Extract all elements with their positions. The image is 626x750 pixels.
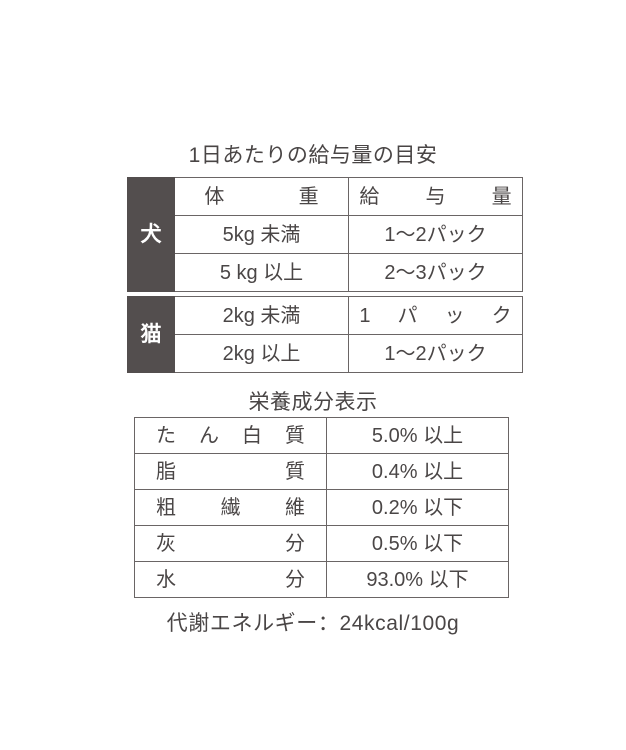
animal-header-dog: 犬 xyxy=(127,177,175,292)
nutrient-label-crude-fiber: 粗繊維 xyxy=(134,489,327,526)
table-row: 水分 93.0% 以下 xyxy=(134,561,509,598)
table-row: 粗繊維 0.2% 以下 xyxy=(134,489,509,526)
nutrient-value-ash: 0.5% 以下 xyxy=(326,525,509,562)
nutrient-value-crude-fiber: 0.2% 以下 xyxy=(326,489,509,526)
table-row: 灰分 0.5% 以下 xyxy=(134,525,509,562)
nutrient-value-moisture: 93.0% 以下 xyxy=(326,561,509,598)
table-row: 5 kg 以上 2〜3パック xyxy=(128,253,523,292)
table-row: たん白質 5.0% 以上 xyxy=(134,417,509,454)
table-row: 2kg 以上 1〜2パック xyxy=(128,334,523,373)
cat-weight-row-2: 2kg 以上 xyxy=(174,334,349,373)
nutrient-value-fat: 0.4% 以上 xyxy=(326,453,509,490)
table-row: 犬 体重 給与量 xyxy=(127,177,523,292)
column-header-weight: 体重 xyxy=(174,177,349,216)
column-header-amount: 給与量 xyxy=(348,177,523,216)
dog-amount-row-1: 1〜2パック xyxy=(348,215,523,254)
animal-header-cat: 猫 xyxy=(127,296,175,373)
nutrient-label-fat: 脂質 xyxy=(134,453,327,490)
nutrition-facts-title: 栄養成分表示 xyxy=(248,391,378,414)
nutrient-value-protein: 5.0% 以上 xyxy=(326,417,509,454)
nutrient-label-protein: たん白質 xyxy=(134,417,327,454)
dog-amount-row-2: 2〜3パック xyxy=(348,253,523,292)
cat-amount-row-2: 1〜2パック xyxy=(348,334,523,373)
metabolizable-energy-text: 代謝エネルギー：24kcal/100g xyxy=(166,612,460,635)
table-row: 5kg 未満 1〜2パック xyxy=(128,215,523,254)
dog-weight-row-1: 5kg 未満 xyxy=(174,215,349,254)
feeding-table-cat: 猫 2kg 未満 1パック 2kg 以上 1〜2パック xyxy=(127,296,523,373)
dog-weight-row-2: 5 kg 以上 xyxy=(174,253,349,292)
nutrient-label-ash: 灰分 xyxy=(134,525,327,562)
cat-amount-row-1: 1パック xyxy=(348,296,523,335)
nutrient-label-moisture: 水分 xyxy=(134,561,327,598)
cat-weight-row-1: 2kg 未満 xyxy=(174,296,349,335)
table-row: 猫 2kg 未満 1パック xyxy=(127,296,523,373)
feeding-table-dog: 犬 体重 給与量 5kg 未満 1〜2パック 5 kg 以上 2〜3パック xyxy=(127,177,523,292)
nutrition-facts-table: たん白質 5.0% 以上 脂質 0.4% 以上 粗繊維 0.2% 以下 灰分 xyxy=(134,417,509,598)
feeding-guide-title: 1日あたりの給与量の目安 xyxy=(188,144,438,167)
table-row: 脂質 0.4% 以上 xyxy=(134,453,509,490)
